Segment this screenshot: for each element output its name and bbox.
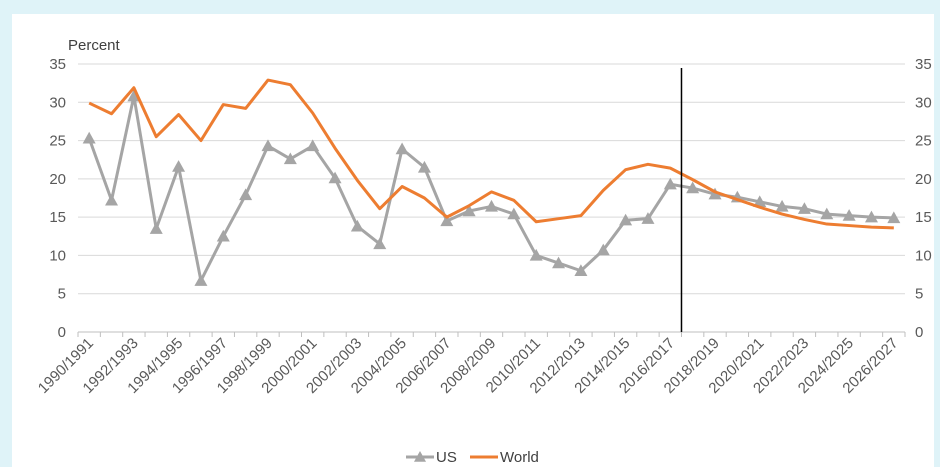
legend: US World	[406, 449, 539, 466]
y-tick-label-left: 20	[49, 171, 66, 188]
y-tick-label-left: 30	[49, 94, 66, 111]
y-tick-label-left: 0	[58, 324, 66, 341]
y-tick-label-right: 30	[915, 94, 932, 111]
legend-label: World	[500, 449, 539, 466]
data-point-us	[507, 207, 521, 220]
data-point-us	[395, 142, 409, 155]
y-tick-label-right: 20	[915, 171, 932, 188]
data-point-us	[485, 199, 498, 212]
data-point-us	[529, 248, 543, 261]
legend-label: US	[436, 449, 457, 466]
legend-marker	[414, 451, 426, 462]
y-tick-label-left: 10	[49, 247, 66, 264]
data-point-us	[797, 202, 811, 214]
y-tick-label-left: 35	[49, 56, 66, 73]
y-tick-label-left: 5	[58, 286, 66, 303]
data-point-us	[864, 210, 878, 223]
data-point-us	[462, 204, 476, 217]
data-point-us	[417, 160, 431, 173]
data-point-us	[753, 195, 767, 208]
y-axis-title: Percent	[68, 37, 121, 54]
y-tick-label-left: 25	[49, 133, 66, 150]
data-point-us	[306, 139, 320, 152]
y-tick-label-right: 35	[915, 56, 932, 73]
line-chart: Percent 0 5 10 15 20 25 30 35 0 5 10 15 20 25 30 35 19…	[35, 37, 932, 466]
y-tick-label-right: 15	[915, 209, 932, 226]
y-tick-label-right: 10	[915, 247, 932, 264]
data-point-us	[216, 229, 230, 242]
series-world	[88, 78, 894, 230]
data-point-us	[82, 131, 96, 144]
series-us	[82, 89, 901, 286]
data-point-us	[149, 222, 163, 234]
y-tick-label-right: 0	[915, 324, 923, 341]
y-axis-right: 0 5 10 15 20 25 30 35	[915, 56, 932, 341]
data-point-us	[373, 237, 387, 250]
data-point-us	[440, 214, 454, 227]
data-point-us	[172, 160, 186, 172]
chart-card: Percent 0 5 10 15 20 25 30 35 0 5 10 15 20 25 30 35 19…	[12, 14, 934, 467]
data-point-us	[105, 193, 119, 206]
plot-series	[82, 78, 901, 286]
data-point-us	[552, 256, 566, 269]
data-point-us	[887, 211, 901, 224]
y-tick-label-left: 15	[49, 209, 66, 226]
gridlines	[78, 63, 905, 295]
data-point-us	[619, 213, 633, 226]
legend-item-us: US	[406, 449, 457, 466]
data-point-us	[775, 199, 789, 212]
legend-item-world: World	[470, 449, 539, 466]
data-point-us	[686, 181, 700, 194]
data-point-us	[842, 209, 856, 221]
data-point-us	[574, 264, 588, 276]
y-tick-label-right: 25	[915, 133, 932, 150]
series-line-world	[88, 78, 894, 230]
data-point-us	[641, 212, 655, 224]
data-point-us	[261, 139, 275, 152]
data-point-us	[663, 177, 677, 190]
x-axis: 1990/19911992/19931994/19951996/19971998…	[35, 331, 906, 397]
data-point-us	[239, 188, 253, 201]
data-point-us	[596, 243, 610, 256]
data-point-us	[708, 187, 722, 200]
data-point-us	[328, 171, 342, 184]
y-axis-left: 0 5 10 15 20 25 30 35	[49, 56, 66, 341]
data-point-us	[820, 207, 834, 220]
data-point-us	[283, 152, 297, 165]
data-point-us	[194, 274, 208, 286]
y-tick-label-right: 5	[915, 286, 923, 303]
data-point-us	[350, 219, 364, 232]
